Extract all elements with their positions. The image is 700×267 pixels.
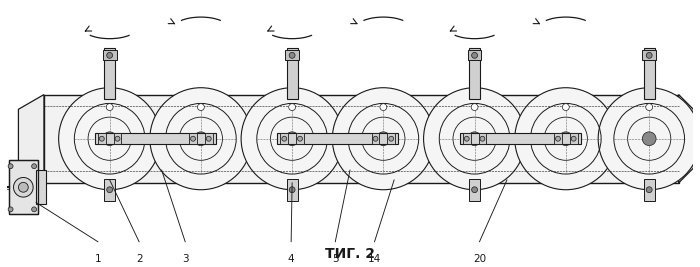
Circle shape bbox=[464, 136, 469, 141]
Circle shape bbox=[643, 132, 656, 146]
Circle shape bbox=[18, 182, 28, 192]
Circle shape bbox=[106, 52, 113, 58]
Circle shape bbox=[103, 132, 116, 146]
Bar bbox=[103, 50, 116, 60]
Bar bbox=[644, 49, 654, 100]
Circle shape bbox=[59, 88, 161, 190]
Circle shape bbox=[562, 104, 569, 111]
Circle shape bbox=[472, 187, 477, 193]
Circle shape bbox=[298, 136, 302, 141]
Circle shape bbox=[380, 104, 387, 111]
Circle shape bbox=[150, 88, 252, 190]
Circle shape bbox=[646, 104, 652, 111]
Circle shape bbox=[598, 88, 700, 190]
Circle shape bbox=[286, 132, 299, 146]
Circle shape bbox=[8, 164, 13, 169]
Bar bbox=[277, 133, 398, 144]
Circle shape bbox=[13, 178, 33, 197]
Bar bbox=[570, 133, 578, 144]
Circle shape bbox=[99, 136, 104, 141]
Circle shape bbox=[471, 104, 478, 111]
Text: 5: 5 bbox=[332, 253, 339, 264]
Bar bbox=[469, 49, 480, 100]
Bar bbox=[205, 133, 213, 144]
Text: 20: 20 bbox=[473, 253, 486, 264]
Circle shape bbox=[106, 187, 113, 193]
Circle shape bbox=[646, 52, 652, 58]
Circle shape bbox=[106, 104, 113, 111]
Circle shape bbox=[8, 207, 13, 212]
Circle shape bbox=[377, 132, 390, 146]
Bar bbox=[98, 133, 106, 144]
Polygon shape bbox=[678, 95, 693, 183]
Circle shape bbox=[288, 104, 295, 111]
Circle shape bbox=[556, 136, 561, 141]
Bar bbox=[8, 160, 38, 214]
Circle shape bbox=[480, 136, 485, 141]
Circle shape bbox=[389, 136, 393, 141]
Bar bbox=[296, 133, 304, 144]
Circle shape bbox=[241, 88, 343, 190]
Circle shape bbox=[289, 52, 295, 58]
Bar bbox=[372, 133, 379, 144]
Circle shape bbox=[468, 132, 482, 146]
Text: 14: 14 bbox=[368, 253, 381, 264]
Bar bbox=[95, 133, 216, 144]
Bar bbox=[104, 179, 115, 201]
Bar bbox=[44, 95, 678, 183]
Text: 3: 3 bbox=[182, 253, 188, 264]
Polygon shape bbox=[18, 95, 44, 183]
Circle shape bbox=[559, 132, 573, 146]
Bar bbox=[189, 133, 197, 144]
Circle shape bbox=[332, 88, 435, 190]
Text: 1: 1 bbox=[94, 253, 101, 264]
Text: 2: 2 bbox=[136, 253, 142, 264]
Bar bbox=[8, 160, 38, 214]
Circle shape bbox=[289, 187, 295, 193]
Bar bbox=[463, 133, 470, 144]
Bar bbox=[460, 133, 580, 144]
Bar bbox=[643, 50, 656, 60]
Text: ΤИГ. 2: ΤИГ. 2 bbox=[325, 247, 375, 261]
Bar bbox=[36, 170, 46, 205]
Circle shape bbox=[373, 136, 378, 141]
Bar bbox=[287, 179, 298, 201]
Circle shape bbox=[32, 164, 36, 169]
Bar bbox=[554, 133, 562, 144]
Circle shape bbox=[115, 136, 120, 141]
Circle shape bbox=[282, 136, 287, 141]
Circle shape bbox=[472, 52, 477, 58]
Bar bbox=[113, 133, 121, 144]
Circle shape bbox=[646, 187, 652, 193]
Circle shape bbox=[32, 207, 36, 212]
Bar bbox=[469, 179, 480, 201]
Circle shape bbox=[571, 136, 576, 141]
Text: 4: 4 bbox=[288, 253, 295, 264]
Circle shape bbox=[424, 88, 526, 190]
Bar bbox=[104, 49, 115, 100]
Bar bbox=[479, 133, 486, 144]
Bar bbox=[281, 133, 288, 144]
Bar bbox=[468, 50, 482, 60]
Bar bbox=[287, 49, 298, 100]
Circle shape bbox=[514, 88, 617, 190]
Circle shape bbox=[197, 104, 204, 111]
Circle shape bbox=[194, 132, 208, 146]
Circle shape bbox=[206, 136, 211, 141]
Circle shape bbox=[190, 136, 195, 141]
Bar bbox=[286, 50, 299, 60]
Bar bbox=[644, 179, 654, 201]
Bar bbox=[387, 133, 395, 144]
